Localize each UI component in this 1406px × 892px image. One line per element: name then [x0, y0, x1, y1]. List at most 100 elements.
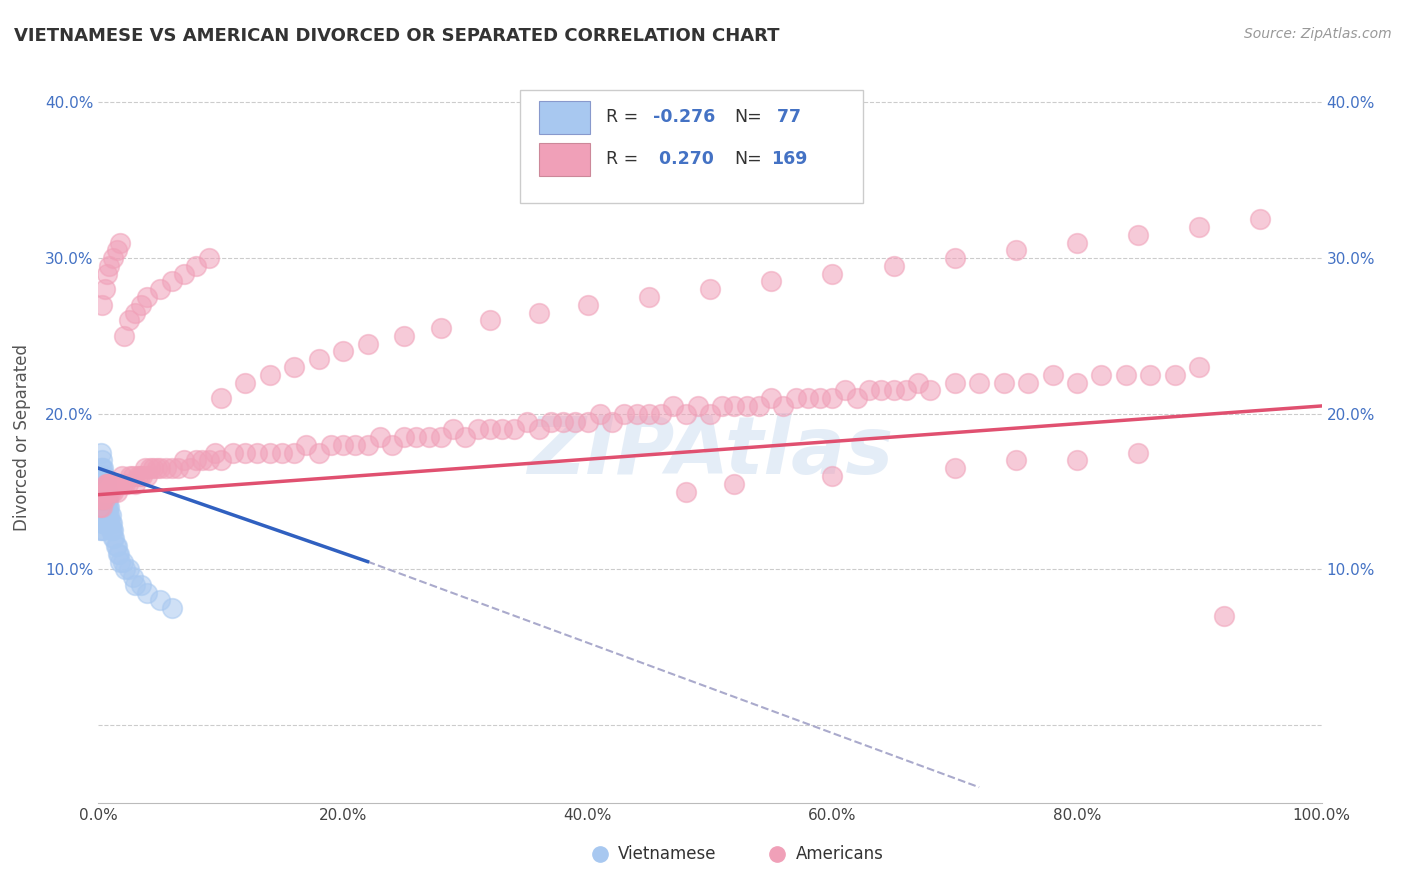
- Point: [101, 476, 124, 491]
- Point: [626, 407, 648, 421]
- Point: [91, 476, 114, 491]
- Point: [160, 275, 183, 289]
- Point: [93, 476, 115, 491]
- Point: [1042, 368, 1064, 382]
- Point: [1164, 368, 1187, 382]
- Point: [101, 516, 124, 530]
- Point: [283, 445, 305, 459]
- Point: [1066, 235, 1088, 250]
- Point: [91, 508, 114, 522]
- Point: [1090, 368, 1112, 382]
- Point: [101, 524, 124, 538]
- Point: [110, 235, 132, 250]
- Point: [96, 267, 118, 281]
- Y-axis label: Divorced or Separated: Divorced or Separated: [13, 343, 31, 531]
- Point: [319, 438, 342, 452]
- Point: [179, 461, 201, 475]
- Point: [105, 539, 128, 553]
- Point: [920, 384, 942, 398]
- Text: ZIPAtlas: ZIPAtlas: [527, 413, 893, 491]
- Point: [129, 298, 152, 312]
- Point: [91, 500, 114, 515]
- Point: [91, 484, 114, 499]
- Point: [96, 484, 118, 499]
- Point: [89, 508, 111, 522]
- Point: [576, 415, 599, 429]
- Point: [270, 445, 294, 459]
- Point: [155, 461, 177, 475]
- Point: [233, 445, 256, 459]
- Point: [98, 516, 121, 530]
- Point: [91, 524, 114, 538]
- Point: [808, 391, 831, 405]
- Point: [441, 422, 464, 436]
- Point: [735, 399, 758, 413]
- Point: [94, 516, 117, 530]
- Point: [91, 508, 114, 522]
- Point: [209, 391, 232, 405]
- Point: [114, 562, 136, 576]
- Point: [418, 430, 440, 444]
- Point: [368, 430, 391, 444]
- Point: [883, 259, 905, 273]
- Point: [94, 500, 117, 515]
- Text: Americans: Americans: [796, 845, 883, 863]
- Point: [1017, 376, 1039, 390]
- Point: [91, 469, 114, 483]
- Point: [259, 445, 281, 459]
- Point: [943, 251, 966, 265]
- Point: [96, 516, 118, 530]
- Point: [91, 516, 114, 530]
- Point: [96, 492, 118, 507]
- Point: [186, 259, 208, 273]
- Point: [94, 476, 117, 491]
- Point: [91, 492, 114, 507]
- Point: [149, 282, 172, 296]
- Point: [430, 430, 453, 444]
- Point: [993, 376, 1015, 390]
- Point: [650, 407, 672, 421]
- Point: [100, 484, 122, 499]
- Point: [1066, 376, 1088, 390]
- Point: [146, 461, 169, 475]
- Point: [97, 476, 120, 491]
- Point: [98, 259, 121, 273]
- Point: [821, 391, 844, 405]
- Point: [173, 267, 195, 281]
- Point: [204, 445, 226, 459]
- Point: [662, 399, 685, 413]
- Point: [748, 399, 770, 413]
- Point: [90, 484, 112, 499]
- Point: [173, 453, 195, 467]
- Point: [191, 453, 214, 467]
- Point: [1139, 368, 1161, 382]
- Point: [124, 305, 146, 319]
- Point: [761, 275, 783, 289]
- Point: [136, 290, 159, 304]
- Point: [821, 469, 844, 483]
- Point: [540, 415, 562, 429]
- Point: [97, 500, 120, 515]
- Point: [1188, 219, 1211, 234]
- Point: [943, 376, 966, 390]
- Point: [883, 384, 905, 398]
- Point: [491, 422, 513, 436]
- Point: [111, 476, 134, 491]
- Point: [136, 585, 159, 599]
- Point: [93, 469, 115, 483]
- Point: [467, 422, 489, 436]
- Point: [100, 508, 122, 522]
- Point: [405, 430, 427, 444]
- Point: [93, 484, 115, 499]
- Point: [332, 344, 354, 359]
- Point: [90, 476, 112, 491]
- Point: [160, 601, 183, 615]
- Point: [1115, 368, 1137, 382]
- Point: [118, 562, 141, 576]
- Point: [131, 469, 153, 483]
- Point: [114, 476, 136, 491]
- Point: [100, 516, 122, 530]
- FancyBboxPatch shape: [538, 143, 591, 176]
- Point: [834, 384, 856, 398]
- Point: [1128, 445, 1150, 459]
